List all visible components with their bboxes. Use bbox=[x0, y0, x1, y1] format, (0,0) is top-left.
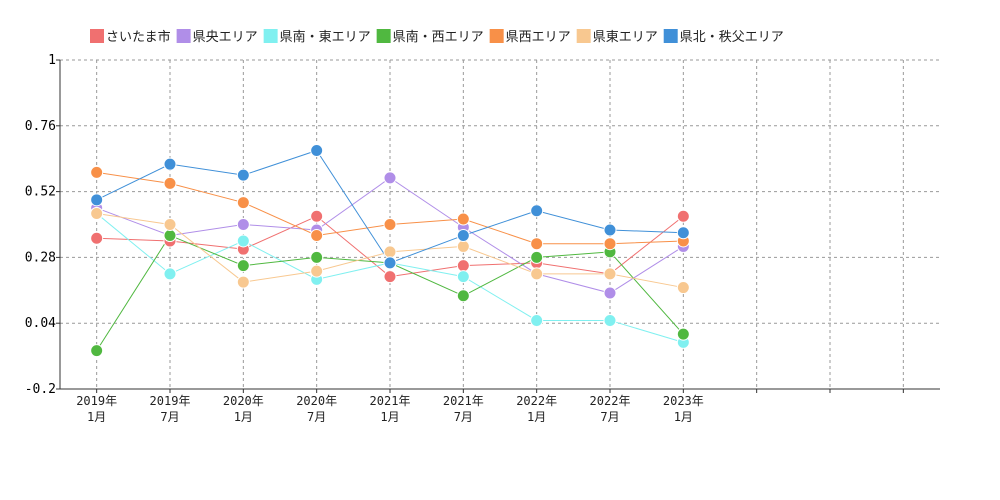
y-tick-label: 0.52 bbox=[25, 185, 56, 200]
data-point bbox=[456, 289, 470, 303]
legend-swatch bbox=[263, 29, 278, 43]
data-point bbox=[530, 313, 544, 327]
y-tick-label: -0.2 bbox=[25, 382, 56, 397]
data-point bbox=[236, 234, 250, 248]
x-tick-label: 2019年 7月 bbox=[149, 394, 191, 424]
data-point bbox=[530, 250, 544, 264]
data-point bbox=[236, 168, 250, 182]
x-tick-label: 2020年 1月 bbox=[222, 394, 264, 424]
data-point bbox=[603, 237, 617, 251]
data-point bbox=[310, 209, 324, 223]
data-point bbox=[676, 281, 690, 295]
data-point bbox=[90, 165, 104, 179]
legend-swatch bbox=[376, 29, 391, 43]
data-point bbox=[383, 218, 397, 231]
x-tick-label: 2021年 1月 bbox=[369, 394, 411, 424]
data-point bbox=[310, 143, 324, 157]
legend-swatch bbox=[663, 29, 678, 43]
data-point bbox=[90, 231, 104, 245]
data-point bbox=[603, 223, 617, 237]
y-tick-label: 0.76 bbox=[25, 119, 56, 134]
data-point bbox=[456, 259, 470, 273]
data-point bbox=[456, 212, 470, 226]
data-point bbox=[383, 270, 397, 284]
data-point bbox=[530, 267, 544, 281]
data-point bbox=[310, 250, 324, 264]
legend-label: 県北・秩父エリア bbox=[680, 30, 784, 45]
data-point bbox=[236, 275, 250, 289]
x-tick-label: 2022年 1月 bbox=[516, 394, 558, 424]
legend-swatch bbox=[489, 29, 504, 43]
legend-swatch bbox=[90, 29, 104, 43]
data-point bbox=[530, 237, 544, 251]
data-point bbox=[163, 267, 177, 281]
y-tick-label: 0.28 bbox=[25, 250, 56, 265]
data-point bbox=[603, 313, 617, 327]
data-point bbox=[676, 327, 690, 341]
legend-label: 県央エリア bbox=[193, 30, 258, 45]
data-point bbox=[163, 157, 177, 171]
data-point bbox=[456, 270, 470, 284]
legend-label: 県南・西エリア bbox=[393, 29, 484, 45]
x-tick-label: 2023年 1月 bbox=[662, 394, 704, 424]
data-point bbox=[676, 209, 690, 223]
data-point bbox=[676, 226, 690, 240]
data-point bbox=[163, 218, 177, 231]
data-point bbox=[90, 207, 104, 221]
data-point bbox=[383, 245, 397, 259]
legend-label: 県西エリア bbox=[506, 30, 571, 45]
legend-swatch bbox=[176, 29, 191, 43]
data-point bbox=[456, 239, 470, 253]
x-tick-label: 2019年 1月 bbox=[76, 394, 118, 424]
data-point bbox=[603, 286, 617, 300]
data-point bbox=[236, 196, 250, 210]
x-tick-label: 2022年 7月 bbox=[589, 394, 631, 424]
data-point bbox=[90, 193, 104, 207]
data-point bbox=[236, 259, 250, 273]
x-tick-label: 2021年 7月 bbox=[442, 394, 484, 424]
data-point bbox=[530, 204, 544, 218]
legend-label: さいたま市 bbox=[106, 29, 171, 45]
data-point bbox=[163, 176, 177, 190]
y-tick-label: 0.04 bbox=[25, 316, 56, 331]
data-point bbox=[236, 218, 250, 231]
data-point bbox=[310, 264, 324, 278]
data-point bbox=[603, 267, 617, 281]
data-point bbox=[163, 228, 177, 242]
legend-label: 県東エリア bbox=[593, 29, 658, 45]
data-point bbox=[383, 171, 397, 185]
data-point bbox=[90, 344, 104, 358]
y-tick-label: 1 bbox=[48, 53, 56, 68]
data-point bbox=[456, 228, 470, 242]
x-tick-label: 2020年 7月 bbox=[296, 394, 338, 424]
legend-label: 県南・東エリア bbox=[280, 29, 371, 45]
data-point bbox=[310, 228, 324, 242]
legend-swatch bbox=[576, 29, 591, 43]
data-point bbox=[383, 256, 397, 270]
